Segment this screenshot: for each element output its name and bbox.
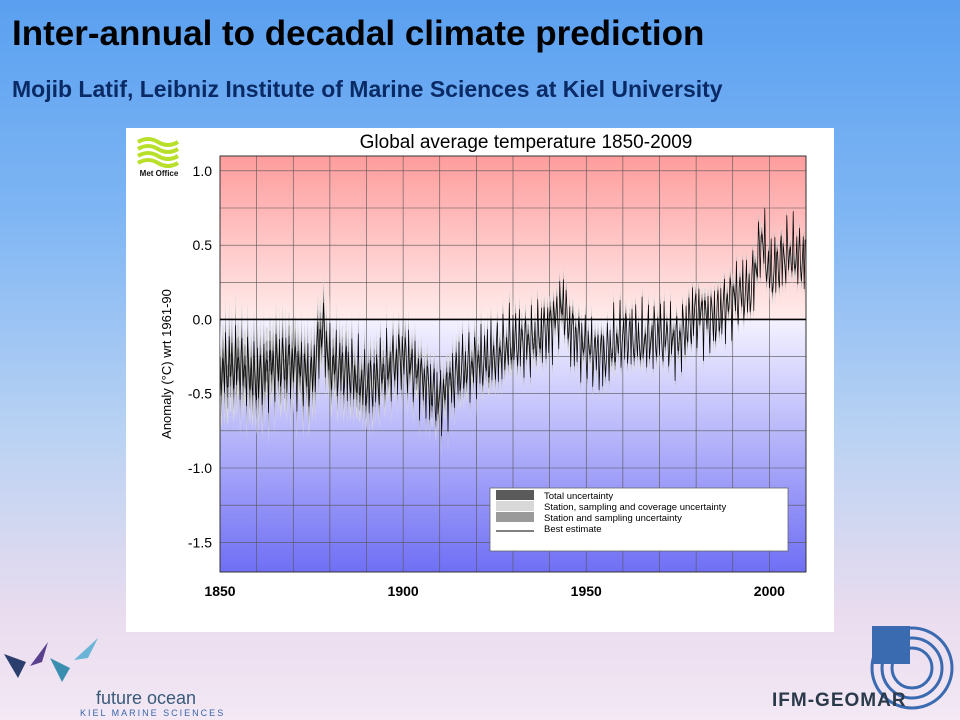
kiel-marine-sciences-text: KIEL MARINE SCIENCES <box>80 708 226 718</box>
legend-label: Best estimate <box>544 524 602 535</box>
future-ocean-logo <box>4 638 98 682</box>
legend-label: Station, sampling and coverage uncertain… <box>544 502 726 513</box>
x-tick-label: 1950 <box>571 583 602 599</box>
chart-panel: 1.0 0.5 0.0 -0.5 -1.0 -1.5 1850 1900 1950 2000 Gl… <box>126 128 834 632</box>
slide-subtitle: Mojib Latif, Leibniz Institute of Marine… <box>12 76 723 102</box>
slide-title: Inter-annual to decadal climate predicti… <box>12 14 705 53</box>
best-estimate-line <box>219 208 806 437</box>
y-tick-label: -1.5 <box>188 534 212 550</box>
met-office-logo-text: Met Office <box>140 169 179 178</box>
x-tick-label: 1850 <box>204 583 235 599</box>
ifm-geomar-text: IFM-GEOMAR <box>772 690 907 711</box>
legend-box <box>489 487 789 552</box>
y-tick-label: -1.0 <box>188 460 212 476</box>
ifm-geomar-emblem <box>870 626 954 710</box>
y-tick-label: 0.5 <box>193 237 213 253</box>
legend-label: Station and sampling uncertainty <box>544 513 682 524</box>
temperature-chart: 1.0 0.5 0.0 -0.5 -1.0 -1.5 1850 1900 1950 2000 Gl… <box>159 132 807 599</box>
y-tick-label: 1.0 <box>193 163 213 179</box>
y-tick-label: -0.5 <box>188 386 212 402</box>
legend-label: Total uncertainty <box>544 491 613 502</box>
legend-swatch <box>496 490 534 500</box>
y-axis-label: Anomaly (°C) wrt 1961-90 <box>159 289 174 439</box>
chart-title: Global average temperature 1850-2009 <box>360 132 693 153</box>
x-tick-label: 2000 <box>754 583 785 599</box>
legend-swatch <box>496 501 534 511</box>
y-tick-label: 0.0 <box>193 311 213 327</box>
legend-swatch <box>496 512 534 522</box>
met-office-logo: Met Office <box>136 137 180 178</box>
x-tick-label: 1900 <box>388 583 419 599</box>
future-ocean-text: future ocean <box>96 688 197 708</box>
